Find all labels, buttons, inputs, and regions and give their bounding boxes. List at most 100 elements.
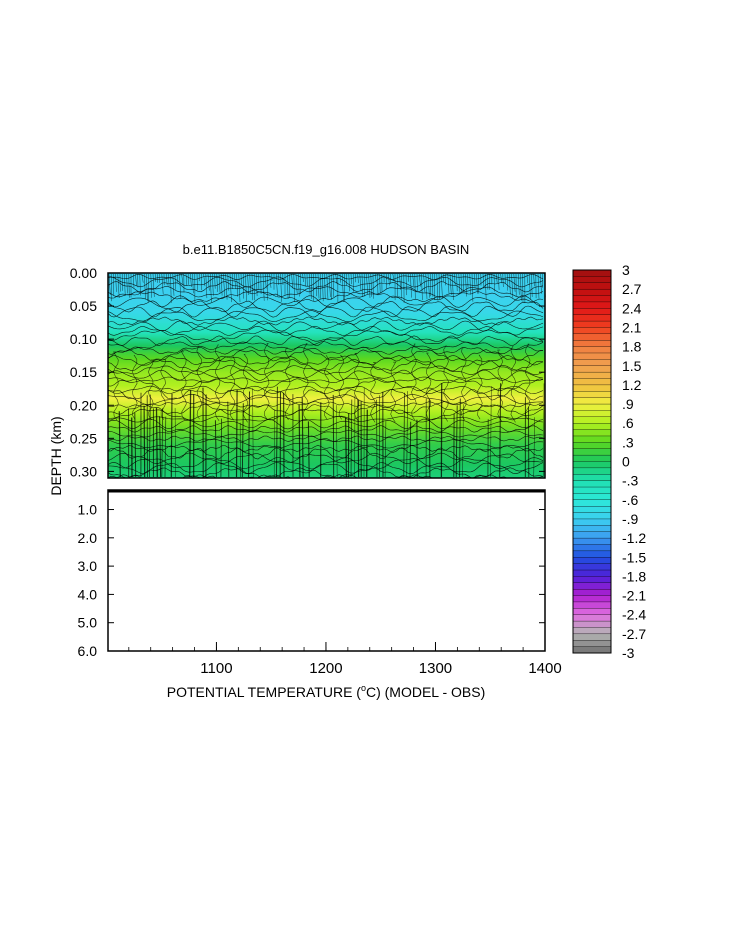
band-contour (370, 362, 376, 423)
deep-contour (252, 388, 254, 478)
band-contour (302, 343, 309, 420)
surface-contour (207, 273, 210, 291)
surface-contour (135, 273, 137, 286)
surface-contour (370, 273, 372, 297)
contour-line (107, 425, 544, 433)
deep-contour (490, 386, 492, 478)
x-axis-label: POTENTIAL TEMPERATURE (oC) (MODEL - OBS) (167, 683, 486, 700)
colorbar-cell (572, 282, 612, 290)
colorbar-cell (572, 627, 612, 635)
lower-y-tick-label: 5.0 (78, 615, 98, 631)
colorbar-cell (572, 371, 612, 379)
colorbar-cell (572, 429, 612, 437)
x-tick-label: 1100 (200, 660, 232, 677)
colorbar-cell (572, 454, 612, 462)
deep-contour (248, 391, 251, 478)
upper-y-tick-label: 0.15 (70, 364, 97, 380)
colorbar-label: -2.4 (622, 607, 646, 623)
surface-contour (269, 273, 272, 288)
contour-line (107, 447, 544, 460)
surface-contour (245, 273, 247, 302)
deep-contour (403, 392, 405, 478)
surface-contour (473, 273, 476, 289)
colorbar-cell (572, 346, 612, 354)
surface-contour (218, 273, 221, 294)
band-contour (476, 354, 483, 420)
surface-contour (236, 273, 238, 297)
surface-contour (476, 273, 478, 294)
colorbar-cell (572, 640, 612, 648)
surface-contour (124, 273, 126, 296)
contour-line (107, 408, 544, 421)
deep-contour (143, 405, 146, 478)
colorbar-cell (572, 557, 612, 565)
surface-contour (317, 273, 320, 299)
surface-contour (410, 273, 412, 298)
deep-contour (406, 391, 408, 478)
surface-contour (374, 273, 377, 283)
surface-contour (456, 273, 458, 292)
surface-contour (152, 273, 155, 297)
deep-contour (241, 403, 244, 478)
x-tick-label: 1300 (419, 660, 452, 677)
surface-contour (220, 273, 223, 296)
colorbar-cell (572, 423, 612, 431)
colorbar-cell (572, 276, 612, 284)
axes: 0.00 0.05 0.10 0.15 0.20 0.25 0.30 1.0 2.0 3.0 4.0… (70, 265, 562, 677)
colorbar-cell (572, 340, 612, 348)
surface-contour (438, 273, 440, 300)
contour-line (107, 349, 543, 362)
colorbar-label: 1.2 (622, 377, 642, 393)
lower-y-tick-label: 1.0 (78, 502, 98, 518)
surface-contour (115, 273, 117, 292)
colorbar-cell (572, 525, 612, 533)
surface-contour (341, 273, 344, 302)
colorbar-cell (572, 288, 612, 297)
y-axis-label: DEPTH (km) (48, 416, 64, 495)
surface-contour (359, 273, 362, 292)
surface-contour (379, 273, 381, 294)
colorbar-label: 1.8 (622, 339, 642, 355)
x-tick-label: 1400 (528, 660, 561, 677)
surface-contour (150, 273, 152, 298)
surface-contour (238, 273, 241, 303)
deep-contour (301, 397, 304, 478)
surface-contour (500, 273, 503, 284)
surface-contour (297, 273, 300, 297)
surface-contour (399, 273, 402, 290)
deep-contour (189, 390, 192, 478)
colorbar-cell (572, 563, 612, 571)
surface-contour (350, 273, 352, 285)
colorbar-cell (572, 474, 612, 482)
colorbar-cell (572, 467, 612, 475)
surface-contour (432, 273, 434, 297)
colorbar-cell (572, 461, 612, 469)
surface-contour (511, 273, 514, 298)
surface-contour (484, 273, 487, 301)
deep-contour (149, 394, 151, 478)
surface-contour (190, 273, 192, 288)
contour-line (107, 393, 544, 406)
surface-contour (128, 273, 130, 298)
colorbar-label: 0 (622, 454, 630, 470)
surface-contour (286, 273, 289, 299)
deep-contour (174, 407, 176, 478)
colorbar-cell (572, 633, 612, 641)
surface-contour (181, 273, 184, 285)
surface-contour (537, 273, 540, 299)
contour-line (107, 325, 544, 336)
surface-contour (324, 273, 326, 300)
contour-line (107, 457, 544, 470)
deep-contour (533, 417, 535, 478)
contour-line (107, 320, 544, 332)
surface-contour (143, 273, 146, 300)
surface-contour (275, 273, 278, 297)
lower-panel-frame (107, 489, 546, 652)
deep-contour (336, 405, 338, 478)
surface-contour (179, 273, 182, 299)
lower-y-tick-label: 6.0 (78, 643, 98, 659)
upper-panel-frame (107, 272, 546, 479)
deep-contour (350, 399, 353, 478)
lower-y-tick-label: 2.0 (78, 530, 98, 546)
